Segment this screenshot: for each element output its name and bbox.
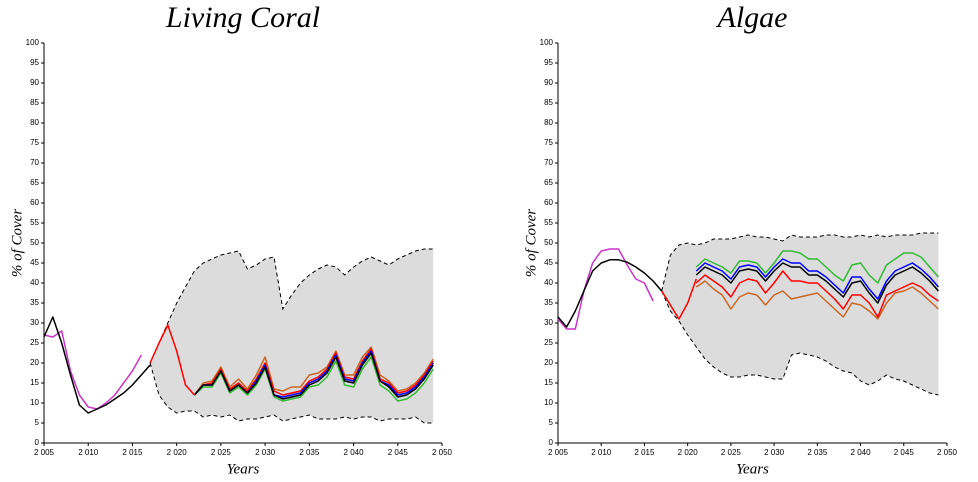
x-axis-label: Years	[227, 461, 260, 477]
series-line	[43, 330, 142, 410]
y-tick-label: 90	[30, 78, 39, 87]
y-tick-label: 75	[544, 138, 553, 147]
y-tick-label: 70	[30, 158, 39, 167]
y-tick-label: 100	[540, 38, 554, 47]
y-tick-label: 40	[544, 278, 553, 287]
x-tick-label: 2 045	[894, 448, 915, 457]
y-tick-label: 25	[544, 338, 553, 347]
envelope-area	[150, 249, 434, 423]
x-tick-label: 2 025	[211, 448, 232, 457]
y-tick-label: 20	[544, 358, 553, 367]
x-tick-label: 2 005	[34, 448, 55, 457]
series-line	[695, 258, 939, 300]
x-tick-label: 2 040	[851, 448, 872, 457]
y-tick-label: 15	[544, 378, 553, 387]
x-tick-label: 2 050	[432, 448, 453, 457]
y-tick-label: 35	[30, 298, 39, 307]
x-tick-label: 2 010	[591, 448, 612, 457]
y-tick-label: 70	[544, 158, 553, 167]
y-tick-label: 55	[544, 218, 553, 227]
y-tick-label: 65	[30, 178, 39, 187]
series-line	[695, 250, 939, 284]
x-tick-label: 2 010	[78, 448, 99, 457]
x-tick-label: 2 020	[167, 448, 188, 457]
x-tick-label: 2 025	[721, 448, 742, 457]
x-tick-label: 2 035	[807, 448, 828, 457]
x-tick-label: 2 035	[299, 448, 320, 457]
y-tick-label: 40	[30, 278, 39, 287]
y-tick-label: 30	[30, 318, 39, 327]
envelope-upper	[149, 248, 434, 364]
y-tick-label: 5	[35, 418, 40, 427]
x-tick-label: 2 030	[255, 448, 276, 457]
y-tick-label: 0	[35, 438, 40, 447]
y-axis-label: % of Cover	[523, 209, 539, 277]
x-tick-label: 2 015	[634, 448, 655, 457]
y-tick-label: 95	[30, 58, 39, 67]
x-tick-label: 2 020	[678, 448, 699, 457]
series-line	[43, 316, 151, 414]
y-tick-label: 80	[30, 118, 39, 127]
series-line	[193, 352, 434, 400]
x-tick-label: 2 030	[764, 448, 785, 457]
y-tick-label: 45	[30, 258, 39, 267]
x-tick-label: 2 015	[122, 448, 143, 457]
series-line	[661, 278, 698, 320]
y-tick-label: 25	[30, 338, 39, 347]
x-tick-label: 2 005	[548, 448, 569, 457]
chart-title: Algae	[716, 1, 788, 34]
y-tick-label: 45	[544, 258, 553, 267]
plot: 0 5 10 15 20 25 30 35 40 45 50 55 60 65 70 75 80 85 90 95 10…	[9, 1, 452, 478]
y-tick-label: 30	[544, 318, 553, 327]
y-tick-label: 85	[544, 98, 553, 107]
y-tick-label: 10	[30, 398, 39, 407]
y-tick-label: 80	[544, 118, 553, 127]
y-tick-label: 60	[30, 198, 39, 207]
plot: 0 5 10 15 20 25 30 35 40 45 50 55 60 65 70 75 80 85 90 95 10…	[523, 1, 957, 478]
envelope-upper	[661, 232, 939, 292]
envelope-lower	[661, 290, 939, 396]
series-line	[193, 348, 434, 396]
series-line	[695, 270, 939, 318]
x-tick-label: 2 045	[388, 448, 409, 457]
y-tick-label: 100	[26, 38, 40, 47]
y-tick-label: 75	[30, 138, 39, 147]
series-line	[695, 280, 939, 320]
series-line	[193, 346, 434, 396]
y-axis-label: % of Cover	[9, 209, 25, 277]
y-tick-label: 0	[549, 438, 554, 447]
x-tick-label: 2 040	[344, 448, 365, 457]
y-tick-label: 50	[30, 238, 39, 247]
y-tick-label: 95	[544, 58, 553, 67]
series-line	[695, 262, 939, 304]
y-tick-label: 90	[544, 78, 553, 87]
y-tick-label: 65	[544, 178, 553, 187]
y-tick-label: 10	[544, 398, 553, 407]
y-tick-label: 55	[30, 218, 39, 227]
x-tick-label: 2 050	[937, 448, 958, 457]
y-tick-label: 5	[549, 418, 554, 427]
envelope-lower	[149, 362, 434, 424]
y-tick-label: 15	[30, 378, 39, 387]
series-line	[557, 259, 663, 328]
y-tick-label: 85	[30, 98, 39, 107]
x-axis-label: Years	[736, 461, 769, 477]
chart-title: Living Coral	[165, 1, 320, 34]
y-tick-label: 60	[544, 198, 553, 207]
series-line	[149, 324, 195, 396]
series-line	[557, 248, 654, 330]
series-line	[193, 356, 434, 402]
y-tick-label: 20	[30, 358, 39, 367]
y-tick-label: 50	[544, 238, 553, 247]
y-tick-label: 35	[544, 298, 553, 307]
